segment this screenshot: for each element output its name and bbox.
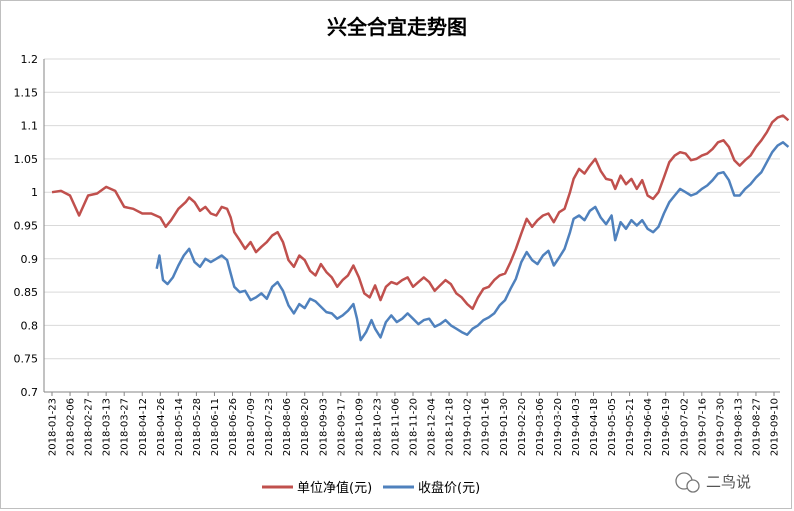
y-tick-label: 1.05	[14, 153, 39, 166]
legend-label-close: 收盘价(元)	[418, 480, 480, 496]
x-tick-label: 2019-05-05	[607, 398, 618, 456]
x-tick-label: 2019-07-02	[679, 398, 690, 456]
x-tick-label: 2019-01-02	[463, 398, 474, 456]
series-line-1	[155, 141, 790, 342]
x-tick-label: 2018-04-26	[156, 398, 167, 456]
y-tick-label: 0.75	[14, 353, 39, 366]
wechat-icon-bubble	[686, 479, 700, 493]
y-tick-label: 1.15	[14, 86, 39, 99]
x-tick-label: 2018-02-06	[66, 398, 77, 456]
chart-title: 兴全合宜走势图	[327, 15, 467, 39]
y-tick-label: 0.95	[14, 220, 39, 233]
gridlines	[44, 58, 780, 360]
x-tick-label: 2018-11-06	[390, 398, 401, 456]
x-tick-label: 2019-02-20	[517, 398, 528, 456]
x-tick-label: 2019-03-20	[553, 398, 564, 456]
series-line-0	[51, 114, 790, 311]
x-tick-label: 2018-06-26	[228, 398, 239, 456]
x-tick-label: 2019-09-10	[770, 398, 781, 456]
x-tick-label: 2018-09-17	[336, 398, 347, 456]
x-tick-label: 2019-04-18	[589, 398, 600, 456]
x-tick-label: 2019-08-13	[733, 398, 744, 456]
x-tick-label: 2018-11-20	[409, 398, 420, 456]
x-tick-label: 2018-10-09	[354, 398, 365, 456]
x-tick-label: 2019-01-16	[481, 398, 492, 456]
x-tick-label: 2019-01-30	[499, 398, 510, 456]
x-tick-label: 2019-07-16	[697, 398, 708, 456]
x-tick-label: 2018-08-06	[282, 398, 293, 456]
x-axis: 2018-01-23 2018-02-06 2018-02-27 2018-03-13…	[44, 391, 781, 456]
y-axis: 0.7 0.75 0.8 0.85 0.9 0.95 1 1.05 1.1 1.15 1.2	[14, 53, 45, 399]
x-tick-label: 2018-06-11	[210, 398, 221, 456]
y-tick-label: 1.1	[21, 120, 39, 133]
x-tick-label: 2019-06-04	[643, 398, 654, 456]
x-tick-label: 2019-05-21	[625, 398, 636, 456]
y-tick-label: 1	[31, 186, 38, 199]
watermark-text: 二鸟说	[706, 473, 751, 491]
series-group	[51, 114, 790, 342]
x-tick-label: 2018-04-12	[138, 398, 149, 456]
x-tick-label: 2019-08-27	[751, 398, 762, 456]
x-tick-label: 2019-06-19	[661, 398, 672, 456]
x-tick-label: 2018-02-27	[84, 398, 95, 456]
x-tick-label: 2018-03-27	[120, 398, 131, 456]
x-tick-label: 2018-09-03	[318, 398, 329, 456]
y-tick-label: 1.2	[21, 53, 39, 66]
x-tick-label: 2018-12-04	[427, 398, 438, 456]
x-tick-label: 2019-03-06	[535, 398, 546, 456]
x-tick-label: 2019-04-03	[571, 398, 582, 456]
watermark: 二鸟说	[675, 472, 751, 493]
x-tick-label: 2019-07-30	[715, 398, 726, 456]
x-tick-label: 2018-05-14	[174, 398, 185, 456]
y-tick-label: 0.85	[14, 286, 39, 299]
x-tick-label: 2018-12-18	[445, 398, 456, 456]
x-tick-label: 2018-08-20	[300, 398, 311, 456]
y-tick-label: 0.9	[21, 253, 39, 266]
x-tick-label: 2018-07-23	[264, 398, 275, 456]
x-tick-label: 2018-05-28	[192, 398, 203, 456]
x-tick-label: 2018-01-23	[48, 398, 59, 456]
legend: 单位净值(元) 收盘价(元)	[262, 480, 480, 496]
x-tick-label: 2018-03-13	[102, 398, 113, 456]
x-tick-label: 2018-10-23	[372, 398, 383, 456]
y-tick-label: 0.8	[21, 319, 39, 332]
y-tick-label: 0.7	[21, 386, 39, 399]
legend-label-nav: 单位净值(元)	[297, 480, 372, 496]
x-tick-label: 2018-07-09	[246, 398, 257, 456]
